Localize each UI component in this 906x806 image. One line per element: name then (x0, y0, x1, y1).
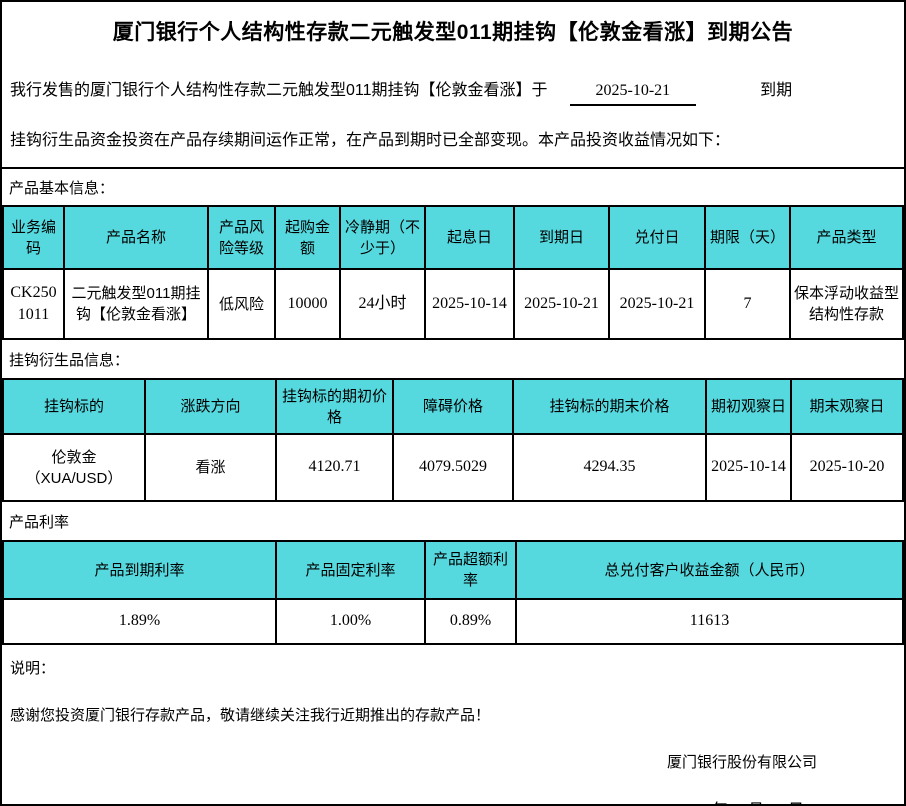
basic-info-header-row: 业务编码 产品名称 产品风险等级 起购金额 冷静期（不少于） 起息日 到期日 兑… (2, 205, 904, 270)
basic-header-value-date: 起息日 (424, 205, 515, 270)
basic-info-table: 业务编码 产品名称 产品风险等级 起购金额 冷静期（不少于） 起息日 到期日 兑… (2, 205, 904, 340)
basic-header-cooling-period: 冷静期（不少于） (339, 205, 426, 270)
basic-header-maturity-date: 到期日 (513, 205, 610, 270)
rates-header-fixed-rate: 产品固定利率 (275, 540, 426, 600)
derivative-cell-final-price: 4294.35 (512, 433, 707, 502)
derivative-cell-underlying: 伦敦金 （XUA/USD） (2, 433, 146, 502)
derivative-header-barrier-price: 障碍价格 (392, 378, 514, 435)
signature-block: 厦门银行股份有限公司 2025年 10月 21 日 (622, 751, 862, 804)
rates-cell-maturity-rate: 1.89% (2, 598, 277, 645)
rates-cell-total-payout: 11613 (515, 598, 904, 645)
derivative-header-final-price: 挂钩标的期末价格 (512, 378, 707, 435)
derivative-cell-final-obs-date: 2025-10-20 (790, 433, 904, 502)
derivative-header-direction: 涨跌方向 (144, 378, 277, 435)
basic-cell-payment-date: 2025-10-21 (608, 268, 706, 340)
section-label-basic-info: 产品基本信息： (2, 167, 904, 205)
basic-header-business-code: 业务编码 (2, 205, 65, 270)
basic-info-data-row: CK2501011 二元触发型011期挂钩【伦敦金看涨】 低风险 10000 2… (2, 268, 904, 340)
intro-paragraph: 我行发售的厦门银行个人结构性存款二元触发型011期挂钩【伦敦金看涨】于 2025-… (2, 60, 904, 167)
rates-header-excess-rate: 产品超额利率 (424, 540, 517, 600)
notes-label: 说明： (10, 660, 56, 677)
rates-header-maturity-rate: 产品到期利率 (2, 540, 277, 600)
signature-company-name: 厦门银行股份有限公司 (666, 754, 817, 771)
derivative-header-initial-obs-date: 期初观察日 (705, 378, 792, 435)
basic-cell-risk-level: 低风险 (207, 268, 276, 340)
section-label-derivative-info: 挂钩衍生品信息： (9, 351, 130, 369)
signature-date: 2025年 10月 21 日 (622, 796, 862, 804)
basic-cell-business-code: CK2501011 (2, 268, 65, 340)
basic-cell-maturity-date: 2025-10-21 (513, 268, 610, 340)
derivative-header-final-obs-date: 期末观察日 (790, 378, 904, 435)
notes-section: 说明： 感谢您投资厦门银行存款产品，敬请继续关注我行近期推出的存款产品！ 厦门银… (2, 645, 904, 804)
intro-line1-suffix: 到期 (760, 82, 793, 99)
derivative-cell-initial-price: 4120.71 (275, 433, 394, 502)
intro-line1-prefix: 我行发售的厦门银行个人结构性存款二元触发型011期挂钩【伦敦金看涨】于 (10, 82, 548, 99)
section-label-rates: 产品利率 (9, 513, 70, 531)
rates-data-row: 1.89% 1.00% 0.89% 11613 (2, 598, 904, 645)
rates-cell-fixed-rate: 1.00% (275, 598, 426, 645)
basic-header-payment-date: 兑付日 (608, 205, 706, 270)
basic-cell-cooling-period: 24小时 (339, 268, 426, 340)
derivative-cell-barrier-price: 4079.5029 (392, 433, 514, 502)
basic-cell-product-type: 保本浮动收益型结构性存款 (789, 268, 904, 340)
basic-cell-min-amount: 10000 (274, 268, 341, 340)
derivative-header-underlying: 挂钩标的 (2, 378, 146, 435)
intro-line-1: 我行发售的厦门银行个人结构性存款二元触发型011期挂钩【伦敦金看涨】于 2025-… (10, 76, 894, 106)
rates-header-total-payout: 总兑付客户收益金额（人民币） (515, 540, 904, 600)
rates-header-row: 产品到期利率 产品固定利率 产品超额利率 总兑付客户收益金额（人民币） (2, 540, 904, 600)
derivative-data-row: 伦敦金 （XUA/USD） 看涨 4120.71 4079.5029 4294.… (2, 433, 904, 502)
notes-thanks-text: 感谢您投资厦门银行存款产品，敬请继续关注我行近期推出的存款产品！ (10, 707, 491, 724)
basic-cell-product-name: 二元触发型011期挂钩【伦敦金看涨】 (63, 268, 209, 340)
basic-cell-value-date: 2025-10-14 (424, 268, 515, 340)
intro-line-2: 挂钩衍生品资金投资在产品存续期间运作正常，在产品到期时已全部变现。本产品投资收益… (10, 132, 731, 149)
derivative-header-initial-price: 挂钩标的期初价格 (275, 378, 394, 435)
basic-cell-term-days: 7 (704, 268, 791, 340)
derivative-header-row: 挂钩标的 涨跌方向 挂钩标的期初价格 障碍价格 挂钩标的期末价格 期初观察日 期… (2, 378, 904, 435)
derivative-info-table: 挂钩标的 涨跌方向 挂钩标的期初价格 障碍价格 挂钩标的期末价格 期初观察日 期… (2, 378, 904, 502)
basic-header-risk-level: 产品风险等级 (207, 205, 276, 270)
basic-header-term-days: 期限（天） (704, 205, 791, 270)
rates-cell-excess-rate: 0.89% (424, 598, 517, 645)
rates-table: 产品到期利率 产品固定利率 产品超额利率 总兑付客户收益金额（人民币） 1.89… (2, 540, 904, 645)
maturity-date-value: 2025-10-21 (569, 82, 697, 106)
page-title: 厦门银行个人结构性存款二元触发型011期挂钩【伦敦金看涨】到期公告 (112, 21, 794, 44)
derivative-cell-direction: 看涨 (144, 433, 277, 502)
basic-header-product-type: 产品类型 (789, 205, 904, 270)
basic-header-product-name: 产品名称 (63, 205, 209, 270)
derivative-cell-initial-obs-date: 2025-10-14 (705, 433, 792, 502)
basic-header-min-amount: 起购金额 (274, 205, 341, 270)
